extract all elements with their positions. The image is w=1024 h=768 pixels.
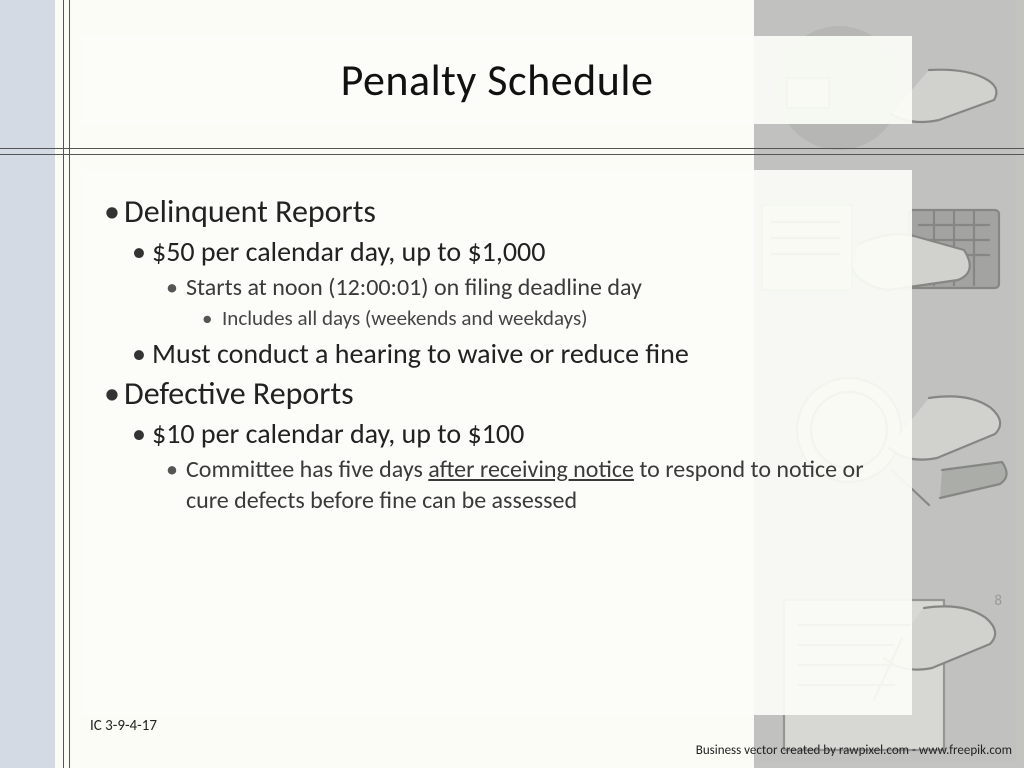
bullet-text-pre: Committee has five days xyxy=(186,455,428,484)
bullet-lvl2: Must conduct a hearing to waive or reduc… xyxy=(132,336,894,372)
content-panel: Delinquent Reports$50 per calendar day, … xyxy=(82,170,912,715)
page-number: 8 xyxy=(994,592,1002,610)
footnote-citation: IC 3-9-4-17 xyxy=(90,717,157,735)
bullet-lvl3: Starts at noon (12:00:01) on filing dead… xyxy=(166,272,894,303)
left-margin-band xyxy=(0,0,55,768)
bullet-lvl4: Includes all days (weekends and weekdays… xyxy=(202,305,894,332)
slide: Penalty Schedule Delinquent Reports$50 p… xyxy=(0,0,1024,768)
slide-title: Penalty Schedule xyxy=(341,53,654,107)
bullet-list: Delinquent Reports$50 per calendar day, … xyxy=(104,192,894,516)
bullet-lvl3: Committee has five days after receiving … xyxy=(166,454,894,516)
bullet-lvl2: $10 per calendar day, up to $100 xyxy=(132,416,894,452)
bullet-text-underlined: after receiving notice xyxy=(428,455,634,484)
title-panel: Penalty Schedule xyxy=(82,36,912,124)
vertical-rule-1 xyxy=(63,0,64,768)
bullet-lvl1: Delinquent Reports xyxy=(104,192,894,232)
vertical-rule-2 xyxy=(69,0,70,768)
horizontal-rule-1 xyxy=(0,148,1024,149)
bullet-lvl2: $50 per calendar day, up to $1,000 xyxy=(132,234,894,270)
bullet-lvl1: Defective Reports xyxy=(104,374,894,414)
image-attribution: Business vector created by rawpixel.com … xyxy=(696,743,1012,758)
horizontal-rule-2 xyxy=(0,154,1024,155)
